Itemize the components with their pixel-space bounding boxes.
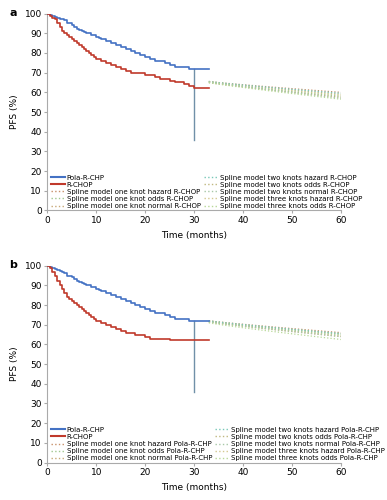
Y-axis label: PFS (%): PFS (%) [10, 94, 19, 130]
Text: b: b [9, 260, 17, 270]
Y-axis label: PFS (%): PFS (%) [10, 347, 19, 382]
Legend: Pola-R-CHP, R-CHOP, Spline model one knot hazard Pola-R-CHP, Spline model one kn: Pola-R-CHP, R-CHOP, Spline model one kno… [51, 427, 385, 461]
Legend: Pola-R-CHP, R-CHOP, Spline model one knot hazard R-CHOP, Spline model one knot o: Pola-R-CHP, R-CHOP, Spline model one kno… [51, 175, 362, 209]
X-axis label: Time (months): Time (months) [161, 482, 227, 492]
X-axis label: Time (months): Time (months) [161, 230, 227, 239]
Text: a: a [9, 8, 17, 18]
